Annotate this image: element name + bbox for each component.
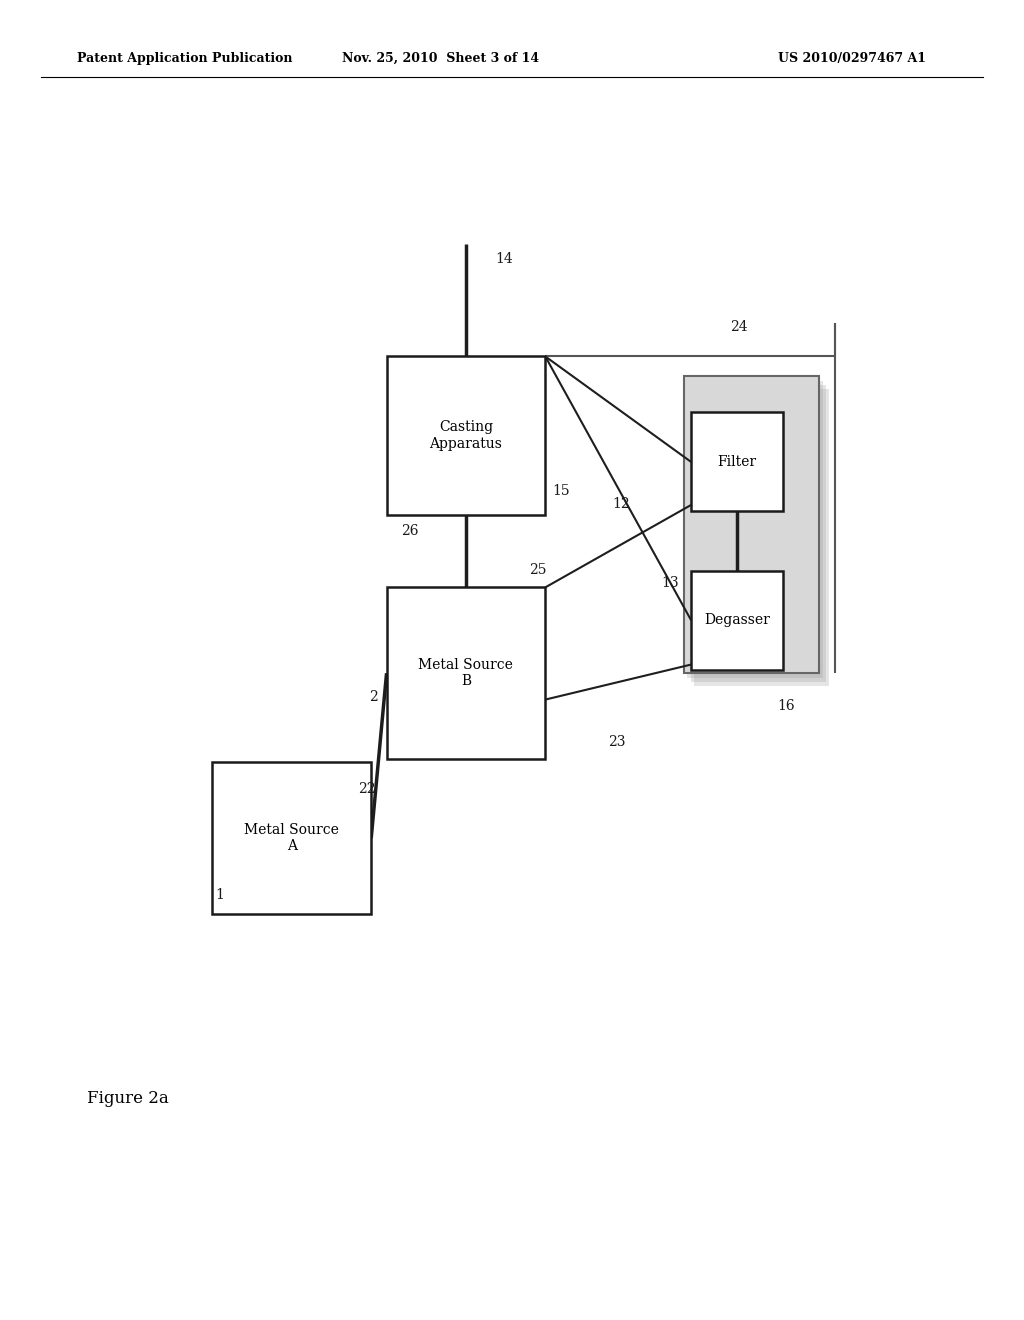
- Text: 15: 15: [552, 484, 570, 498]
- Bar: [694, 389, 829, 686]
- Bar: [687, 380, 822, 677]
- Text: Figure 2a: Figure 2a: [87, 1090, 169, 1106]
- Text: 2: 2: [370, 690, 378, 704]
- Bar: [691, 385, 826, 682]
- Text: Filter: Filter: [718, 455, 757, 469]
- Text: 25: 25: [528, 564, 547, 577]
- Bar: [684, 376, 819, 673]
- Text: Casting
Apparatus: Casting Apparatus: [429, 421, 503, 450]
- Text: US 2010/0297467 A1: US 2010/0297467 A1: [778, 51, 927, 65]
- Text: 24: 24: [730, 321, 749, 334]
- Bar: [691, 412, 783, 511]
- Text: Metal Source
B: Metal Source B: [419, 659, 513, 688]
- Text: 13: 13: [660, 577, 679, 590]
- Text: 12: 12: [612, 498, 631, 511]
- Bar: [691, 572, 783, 671]
- Text: 22: 22: [357, 783, 376, 796]
- Text: 26: 26: [400, 524, 419, 537]
- Text: Degasser: Degasser: [705, 614, 770, 627]
- Text: Metal Source
A: Metal Source A: [245, 824, 339, 853]
- Text: 16: 16: [777, 700, 796, 713]
- Text: Patent Application Publication: Patent Application Publication: [77, 51, 292, 65]
- Text: 1: 1: [216, 888, 224, 902]
- Text: 14: 14: [495, 252, 513, 265]
- Bar: [212, 763, 371, 913]
- Bar: [387, 356, 545, 515]
- Text: 23: 23: [607, 735, 626, 748]
- Bar: [387, 587, 545, 759]
- Text: Nov. 25, 2010  Sheet 3 of 14: Nov. 25, 2010 Sheet 3 of 14: [342, 51, 539, 65]
